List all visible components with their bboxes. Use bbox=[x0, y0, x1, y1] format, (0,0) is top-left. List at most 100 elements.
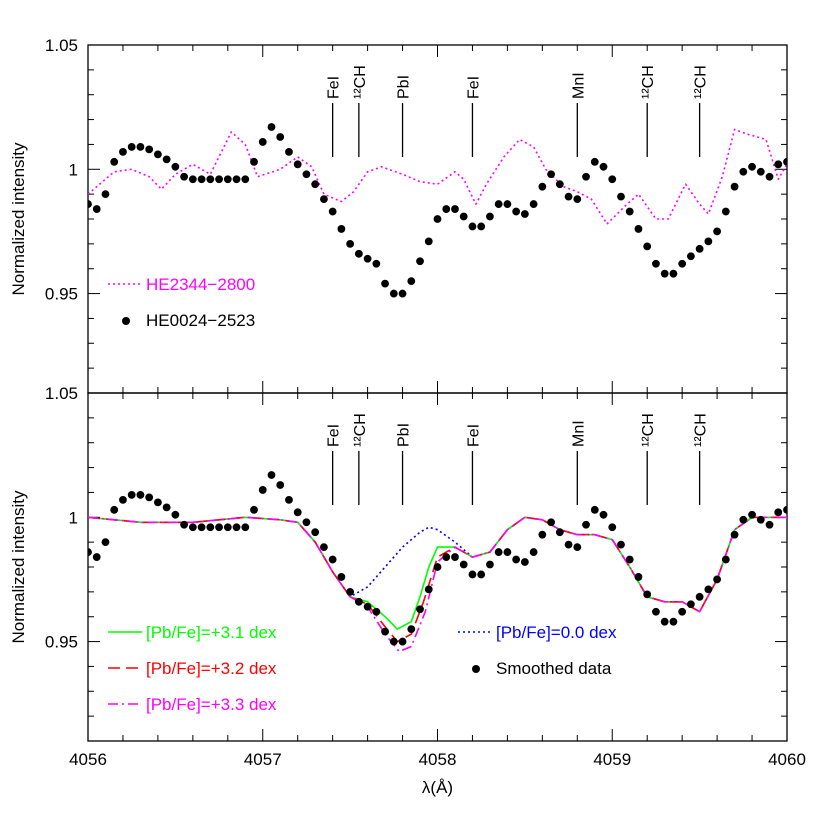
line-id-label: FeI bbox=[326, 424, 343, 447]
line-id-label: ¹²CH bbox=[352, 413, 369, 447]
data-point-he0024-2523 bbox=[555, 180, 564, 189]
data-point-smoothed-data bbox=[477, 570, 486, 579]
data-point-smoothed-data bbox=[127, 491, 136, 499]
series-group bbox=[88, 123, 787, 298]
data-point-he0024-2523 bbox=[721, 207, 730, 216]
line-id-label: FeI bbox=[326, 76, 343, 99]
data-point-he0024-2523 bbox=[538, 182, 547, 191]
data-point-smoothed-data bbox=[171, 510, 180, 519]
data-point-smoothed-data bbox=[669, 617, 678, 626]
data-point-smoothed-data bbox=[311, 528, 320, 537]
data-point-smoothed-data bbox=[258, 486, 267, 494]
legend-swatch-dot bbox=[472, 665, 480, 673]
legend-swatch-dot bbox=[122, 317, 130, 325]
data-point-he0024-2523 bbox=[442, 205, 451, 213]
data-point-he0024-2523 bbox=[477, 222, 486, 231]
x-tick-label: 4056 bbox=[69, 750, 107, 769]
legend-label: Smoothed data bbox=[496, 659, 612, 678]
data-point-he0024-2523 bbox=[660, 269, 669, 278]
data-point-smoothed-data bbox=[564, 540, 573, 549]
data-point-smoothed-data bbox=[136, 491, 145, 499]
legend-entry: HE0024−2523 bbox=[122, 311, 255, 330]
data-point-smoothed-data bbox=[337, 573, 346, 581]
data-point-he0024-2523 bbox=[625, 207, 634, 216]
x-tick-label: 4058 bbox=[419, 750, 457, 769]
data-point-smoothed-data bbox=[678, 607, 687, 616]
data-point-he0024-2523 bbox=[328, 207, 337, 216]
data-point-he0024-2523 bbox=[730, 182, 739, 191]
legend-entry: [Pb/Fe]=+3.3 dex bbox=[108, 695, 277, 714]
data-point-smoothed-data bbox=[494, 548, 503, 556]
data-point-smoothed-data bbox=[756, 515, 765, 524]
data-point-smoothed-data bbox=[765, 520, 774, 529]
data-point-smoothed-data bbox=[486, 560, 494, 569]
data-point-he0024-2523 bbox=[686, 252, 695, 261]
data-point-he0024-2523 bbox=[354, 249, 363, 258]
data-point-smoothed-data bbox=[695, 592, 704, 601]
line-id-label: FeI bbox=[465, 76, 482, 99]
data-point-he0024-2523 bbox=[512, 207, 521, 216]
data-point-smoothed-data bbox=[354, 597, 363, 606]
data-point-smoothed-data bbox=[346, 587, 355, 596]
data-point-smoothed-data bbox=[206, 523, 215, 532]
data-point-he0024-2523 bbox=[547, 170, 555, 179]
legend-entry: HE2344−2800 bbox=[108, 275, 255, 294]
data-point-he0024-2523 bbox=[407, 277, 416, 286]
data-point-smoothed-data bbox=[398, 637, 407, 646]
data-point-he0024-2523 bbox=[582, 172, 590, 181]
data-point-smoothed-data bbox=[459, 560, 468, 569]
data-point-smoothed-data bbox=[433, 563, 442, 571]
line-id-label: ¹²CH bbox=[640, 65, 657, 99]
data-point-he0024-2523 bbox=[756, 167, 765, 176]
data-point-smoothed-data bbox=[468, 570, 477, 579]
data-point-smoothed-data bbox=[783, 505, 787, 514]
legend-label: HE0024−2523 bbox=[146, 311, 255, 330]
data-point-he0024-2523 bbox=[320, 195, 328, 204]
line-id-label: PbI bbox=[396, 423, 413, 447]
data-point-he0024-2523 bbox=[197, 175, 206, 184]
data-point-he0024-2523 bbox=[433, 215, 442, 223]
line-id-label: ¹²CH bbox=[693, 65, 710, 99]
data-point-he0024-2523 bbox=[765, 172, 774, 181]
line-id-label: ¹²CH bbox=[640, 413, 657, 447]
data-point-smoothed-data bbox=[328, 555, 337, 564]
data-point-smoothed-data bbox=[582, 520, 590, 529]
legend-label: [Pb/Fe]=+3.3 dex bbox=[146, 695, 277, 714]
data-point-smoothed-data bbox=[276, 481, 285, 489]
data-point-he0024-2523 bbox=[223, 175, 232, 184]
y-tick-label: 0.95 bbox=[45, 633, 78, 652]
data-point-he0024-2523 bbox=[136, 143, 145, 151]
data-point-he0024-2523 bbox=[503, 200, 512, 208]
data-point-he0024-2523 bbox=[110, 157, 119, 166]
data-point-smoothed-data bbox=[547, 518, 555, 527]
data-point-smoothed-data bbox=[660, 617, 669, 626]
y-axis-label: Normalized intensity bbox=[9, 142, 28, 296]
line-id-label: PbI bbox=[396, 75, 413, 99]
data-point-smoothed-data bbox=[555, 528, 564, 537]
data-point-he0024-2523 bbox=[372, 259, 381, 268]
data-point-smoothed-data bbox=[162, 503, 171, 512]
data-point-smoothed-data bbox=[250, 505, 258, 514]
data-point-he0024-2523 bbox=[617, 192, 625, 201]
data-point-smoothed-data bbox=[617, 540, 625, 549]
series-group bbox=[88, 471, 787, 653]
data-point-smoothed-data bbox=[180, 520, 189, 529]
data-point-smoothed-data bbox=[302, 518, 311, 527]
data-point-he0024-2523 bbox=[293, 160, 302, 169]
data-point-smoothed-data bbox=[625, 555, 634, 564]
series-line-pb-fe-3-3-dex bbox=[88, 516, 787, 653]
data-point-he0024-2523 bbox=[774, 160, 783, 169]
data-point-he0024-2523 bbox=[695, 244, 704, 253]
data-point-he0024-2523 bbox=[215, 175, 223, 184]
data-point-smoothed-data bbox=[241, 523, 250, 532]
data-point-smoothed-data bbox=[686, 600, 695, 609]
data-point-he0024-2523 bbox=[154, 150, 162, 159]
data-point-smoothed-data bbox=[774, 508, 783, 517]
x-tick-label: 4057 bbox=[244, 750, 282, 769]
data-point-he0024-2523 bbox=[486, 212, 494, 221]
data-point-he0024-2523 bbox=[643, 242, 652, 251]
data-point-he0024-2523 bbox=[311, 180, 320, 189]
data-point-he0024-2523 bbox=[739, 167, 748, 176]
data-point-he0024-2523 bbox=[232, 175, 241, 184]
